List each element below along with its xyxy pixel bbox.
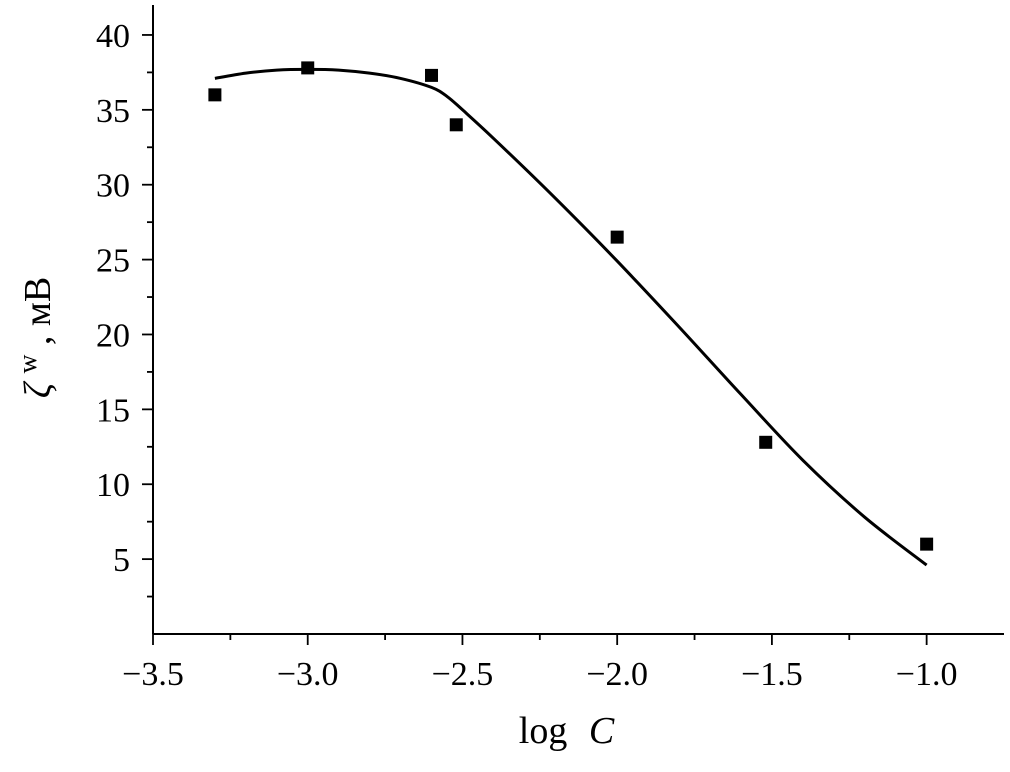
data-point bbox=[301, 61, 315, 75]
fit-curve-layer bbox=[214, 67, 928, 567]
x-axis-label-prefix: log bbox=[519, 710, 568, 752]
axis-labels: log C ζ w , мВ bbox=[3, 277, 615, 752]
x-tick-label: −3.5 bbox=[122, 656, 184, 693]
fit-curve bbox=[214, 67, 928, 567]
y-tick-label: 35 bbox=[96, 93, 130, 130]
x-tick-label: −2.0 bbox=[586, 656, 648, 693]
data-point bbox=[208, 88, 222, 102]
x-tick-label: −3.0 bbox=[277, 656, 339, 693]
x-tick-label: −1.0 bbox=[896, 656, 958, 693]
y-tick-label: 40 bbox=[96, 18, 130, 55]
data-point bbox=[425, 68, 439, 82]
x-axis-label: log C bbox=[519, 710, 615, 752]
data-point bbox=[610, 230, 624, 244]
data-point bbox=[449, 118, 463, 132]
x-tick-label: −1.5 bbox=[741, 656, 803, 693]
y-axis-label: ζ w , мВ bbox=[3, 277, 59, 399]
y-tick-label: 5 bbox=[113, 542, 130, 579]
y-axis-label-superscript: w bbox=[13, 354, 42, 373]
ticks: −3.5 −3.0 −2.5 −2.0 −1.5 −1.0 5 10 15 20 25 30 35 40 bbox=[96, 18, 957, 693]
y-tick-label: 20 bbox=[96, 317, 130, 354]
x-tick-label: −2.5 bbox=[432, 656, 494, 693]
y-axis-label-symbol: ζ bbox=[17, 380, 59, 398]
x-axis-label-variable: C bbox=[589, 710, 615, 752]
y-tick-label: 30 bbox=[96, 168, 130, 205]
y-tick-label: 10 bbox=[96, 467, 130, 504]
y-tick-label: 25 bbox=[96, 243, 130, 280]
y-axis-label-suffix: , мВ bbox=[17, 277, 59, 345]
y-tick-label: 15 bbox=[96, 392, 130, 429]
data-point bbox=[920, 537, 934, 551]
data-point bbox=[759, 435, 773, 449]
axes bbox=[152, 5, 1004, 635]
data-points-layer bbox=[208, 61, 934, 551]
